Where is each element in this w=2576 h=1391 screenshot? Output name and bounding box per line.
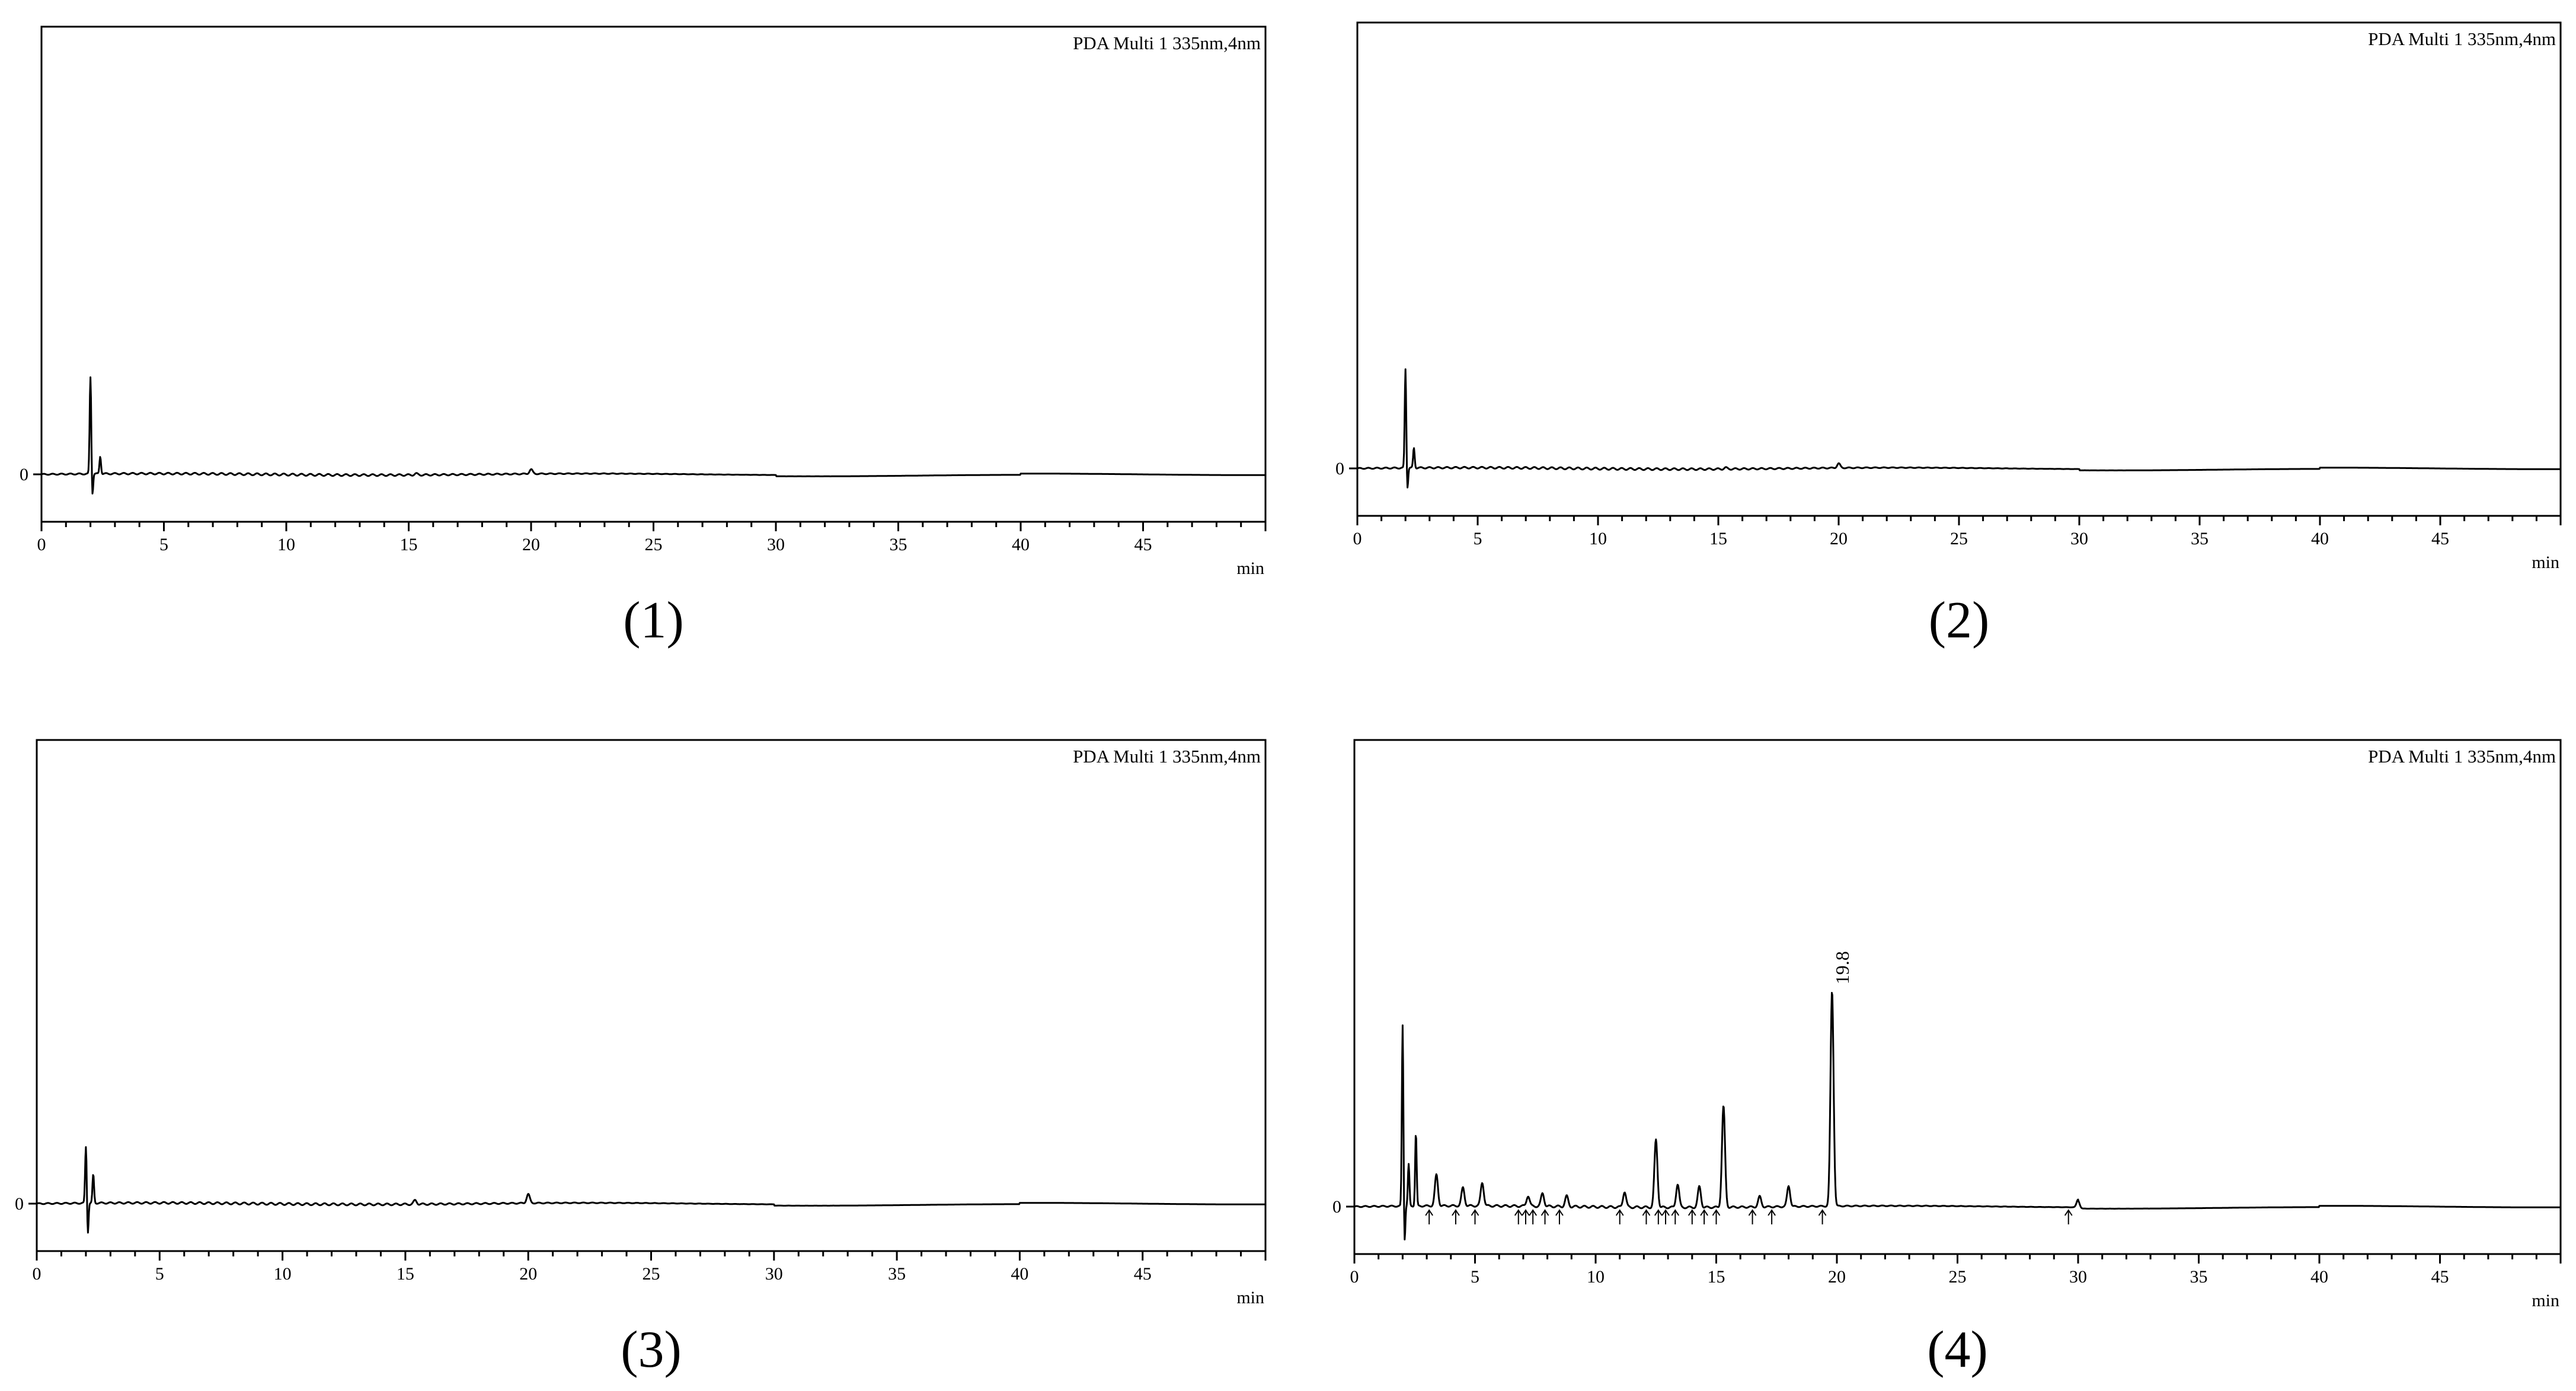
chromatogram-panel-4: PDA Multi 1 335nm,4nm 0 0 5 10 15 20 25 30 35 40 45…	[1332, 739, 2562, 1379]
x-tick-label: 5	[1471, 1267, 1479, 1287]
x-tick-label: 10	[1587, 1267, 1605, 1287]
x-tick-label: 40	[2310, 1267, 2328, 1287]
peak-marker	[1615, 1209, 1624, 1224]
peak-marker	[1425, 1209, 1434, 1224]
x-tick-label: 35	[890, 535, 907, 554]
peak-marker	[1661, 1209, 1670, 1224]
peak-marker	[1541, 1209, 1549, 1224]
peak-marker	[1712, 1209, 1721, 1224]
peak-marker	[1471, 1209, 1479, 1224]
peak-marker	[1555, 1209, 1564, 1224]
x-tick-label: 30	[2069, 1267, 2087, 1287]
peak-marker	[1522, 1209, 1530, 1224]
x-axis-unit: min	[1236, 559, 1264, 578]
x-tick-label: 30	[767, 535, 785, 554]
peak-marker	[1768, 1209, 1776, 1224]
x-tick-label: 25	[1950, 529, 1968, 548]
panel-caption: (2)	[1929, 592, 1990, 649]
x-tick-label: 20	[522, 535, 540, 554]
chromatogram-trace	[1354, 991, 2561, 1240]
detector-label: PDA Multi 1 335nm,4nm	[2368, 28, 2556, 49]
x-tick-label: 5	[155, 1264, 164, 1284]
chromatogram-trace	[1357, 368, 2561, 489]
detector-label: PDA Multi 1 335nm,4nm	[1073, 746, 1261, 767]
peak-marker	[1529, 1209, 1538, 1224]
plot-frame	[36, 739, 1267, 1252]
x-tick-label: 35	[888, 1264, 906, 1284]
chromatogram-panel-3: PDA Multi 1 335nm,4nm 0 0 5 10 15 20 25 30 35 40 45…	[15, 739, 1267, 1379]
chromatogram-panel-2: PDA Multi 1 335nm,4nm 0 0 5 10 15 20 25 30 35 40 45…	[1335, 21, 2562, 649]
panel-caption: (1)	[623, 592, 684, 649]
x-tick-label: 0	[1350, 1267, 1359, 1287]
plot-frame	[1353, 739, 2562, 1255]
x-tick-label: 15	[1708, 1267, 1725, 1287]
detector-label: PDA Multi 1 335nm,4nm	[2368, 746, 2556, 767]
x-tick-label: 15	[1709, 529, 1727, 548]
peak-marker	[1671, 1209, 1680, 1224]
x-tick-label: 35	[2190, 1267, 2208, 1287]
x-axis-unit: min	[1236, 1288, 1264, 1307]
x-tick-label: 10	[277, 535, 295, 554]
peak-marker	[1452, 1209, 1460, 1224]
x-tick-label: 20	[1828, 1267, 1846, 1287]
panel-caption: (3)	[621, 1321, 682, 1379]
x-tick-label: 15	[397, 1264, 414, 1284]
x-tick-label: 20	[1830, 529, 1848, 548]
peak-marker	[2064, 1209, 2073, 1224]
peak-marker	[1642, 1209, 1651, 1224]
x-tick-label: 5	[1474, 529, 1482, 548]
x-axis-unit: min	[2532, 553, 2559, 572]
peak-label: 19.8	[1832, 951, 1853, 984]
plot-frame	[1356, 21, 2562, 517]
x-axis-unit: min	[2532, 1291, 2559, 1310]
x-tick-label: 45	[2431, 1267, 2449, 1287]
x-tick-label: 10	[274, 1264, 292, 1284]
x-tick-label: 45	[1134, 535, 1152, 554]
chromatogram-panel-1: PDA Multi 1 335nm,4nm 0 0 5 10 15 20 25 30 35 40 45…	[20, 25, 1267, 649]
y-tick-label: 0	[20, 465, 28, 484]
x-tick-label: 30	[765, 1264, 783, 1284]
plot-frame	[40, 25, 1267, 523]
x-tick-label: 0	[1353, 529, 1362, 548]
x-tick-label: 45	[2431, 529, 2449, 548]
x-tick-label: 0	[33, 1264, 41, 1284]
y-tick-label: 0	[1332, 1197, 1341, 1217]
y-tick-label: 0	[15, 1194, 24, 1214]
y-tick-label: 0	[1335, 459, 1344, 478]
peak-marker	[1687, 1209, 1696, 1224]
detector-label: PDA Multi 1 335nm,4nm	[1073, 33, 1261, 53]
peak-marker	[1748, 1209, 1757, 1224]
panel-caption: (4)	[1927, 1321, 1988, 1379]
x-tick-label: 40	[1011, 1264, 1028, 1284]
x-tick-label: 45	[1134, 1264, 1152, 1284]
peak-marker	[1514, 1209, 1523, 1224]
x-tick-label: 25	[643, 1264, 660, 1284]
x-tick-label: 40	[2311, 529, 2329, 548]
chromatogram-trace	[36, 1146, 1266, 1234]
x-tick-label: 10	[1589, 529, 1607, 548]
x-tick-label: 20	[519, 1264, 537, 1284]
x-tick-label: 35	[2191, 529, 2209, 548]
peak-marker	[1700, 1209, 1708, 1224]
peak-marker	[1654, 1209, 1663, 1224]
x-tick-label: 30	[2070, 529, 2088, 548]
x-tick-label: 25	[1949, 1267, 1967, 1287]
peak-marker	[1818, 1209, 1827, 1224]
x-tick-label: 5	[159, 535, 168, 554]
x-tick-label: 15	[400, 535, 418, 554]
x-tick-label: 25	[645, 535, 663, 554]
x-tick-label: 40	[1012, 535, 1030, 554]
chromatogram-trace	[41, 376, 1266, 494]
x-tick-label: 0	[37, 535, 46, 554]
